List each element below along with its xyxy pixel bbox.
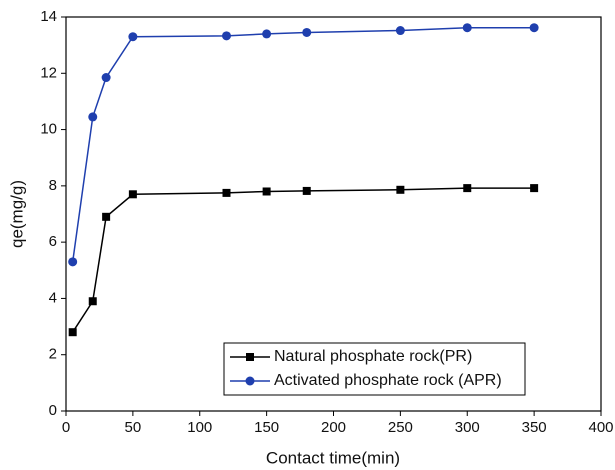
marker bbox=[302, 27, 312, 37]
y-tick-label: 2 bbox=[49, 346, 57, 363]
legend-label: Activated phosphate rock (APR) bbox=[274, 372, 502, 389]
marker bbox=[101, 73, 111, 83]
marker bbox=[262, 29, 272, 39]
x-tick-label: 250 bbox=[388, 419, 413, 436]
y-tick-label: 10 bbox=[40, 121, 57, 138]
series-line bbox=[72, 187, 535, 333]
legend-box bbox=[223, 342, 526, 396]
marker bbox=[530, 184, 539, 193]
legend-marker bbox=[245, 376, 255, 386]
marker bbox=[102, 212, 111, 221]
x-tick-label: 150 bbox=[254, 419, 279, 436]
y-tick-label: 6 bbox=[49, 233, 57, 250]
x-tick-label: 200 bbox=[321, 419, 346, 436]
legend-label: Natural phosphate rock(PR) bbox=[274, 348, 472, 365]
y-tick-label: 14 bbox=[40, 8, 57, 25]
x-axis-label: Contact time(min) bbox=[266, 448, 400, 467]
x-tick-label: 350 bbox=[522, 419, 547, 436]
marker bbox=[222, 31, 231, 41]
marker bbox=[262, 187, 271, 196]
marker bbox=[88, 297, 97, 306]
y-tick-label: 12 bbox=[40, 64, 57, 81]
x-tick-label: 400 bbox=[588, 419, 613, 436]
y-axis-label: qe(mg/g) bbox=[7, 180, 26, 248]
marker bbox=[462, 23, 472, 33]
y-tick-label: 8 bbox=[49, 177, 57, 194]
x-tick-label: 100 bbox=[187, 419, 212, 436]
marker bbox=[396, 185, 405, 194]
y-tick-label: 0 bbox=[49, 402, 57, 419]
marker bbox=[128, 190, 137, 199]
marker bbox=[395, 26, 405, 36]
series-line bbox=[71, 26, 535, 262]
x-tick-label: 50 bbox=[125, 419, 142, 436]
x-tick-label: 300 bbox=[455, 419, 480, 436]
y-tick-label: 4 bbox=[49, 289, 57, 306]
marker bbox=[222, 188, 231, 197]
legend-marker bbox=[246, 353, 254, 361]
marker bbox=[128, 32, 138, 42]
marker bbox=[302, 186, 311, 195]
marker bbox=[88, 112, 98, 122]
marker bbox=[68, 328, 77, 337]
marker bbox=[463, 184, 472, 193]
marker bbox=[529, 23, 539, 33]
x-tick-label: 0 bbox=[62, 419, 70, 436]
marker bbox=[68, 257, 78, 267]
